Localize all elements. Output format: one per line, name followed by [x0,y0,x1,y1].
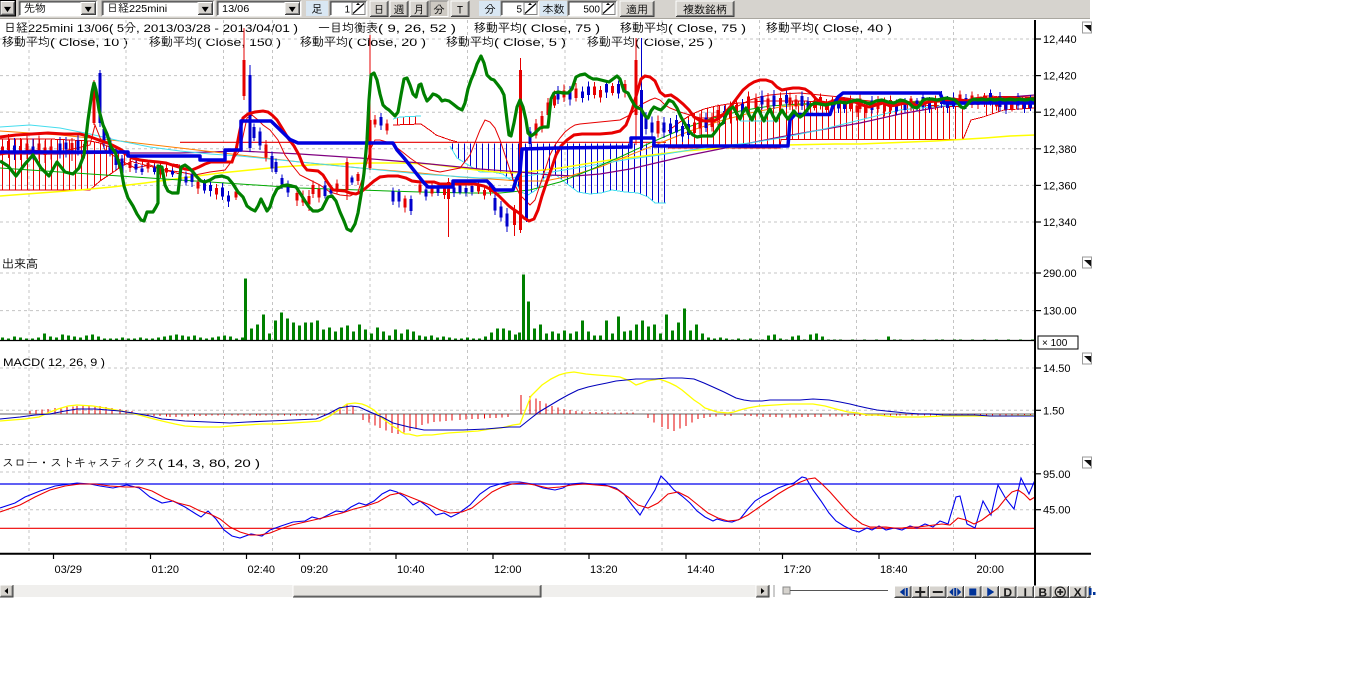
svg-text:( Close, 5 ): ( Close, 5 ) [494,37,566,49]
svg-text:02:40: 02:40 [248,564,276,576]
svg-text:290.00: 290.00 [1043,268,1077,280]
svg-text:95.00: 95.00 [1043,469,1071,481]
svg-text:03/29: 03/29 [55,564,83,576]
svg-text:( Close, 25 ): ( Close, 25 ) [635,37,713,49]
svg-text:14:40: 14:40 [687,564,715,576]
svg-text:12,380: 12,380 [1043,144,1077,156]
svg-text:12,420: 12,420 [1043,71,1077,83]
svg-text:1: 1 [344,5,350,16]
svg-text:130.00: 130.00 [1043,306,1077,318]
svg-text:5: 5 [516,5,522,16]
svg-text:, 2013/03/28 - 2013/04/01 ): , 2013/03/28 - 2013/04/01 ) [136,23,298,35]
svg-text:18:40: 18:40 [880,564,908,576]
svg-text:45.00: 45.00 [1043,505,1071,517]
svg-text:1.50: 1.50 [1043,405,1064,417]
svg-text:( 14, 3, 80, 20 ): ( 14, 3, 80, 20 ) [158,458,260,470]
svg-text:MACD( 12, 26, 9 ): MACD( 12, 26, 9 ) [3,357,105,369]
svg-text:14.50: 14.50 [1043,363,1071,375]
svg-text:12,340: 12,340 [1043,217,1077,229]
svg-text:10:40: 10:40 [397,564,425,576]
svg-text:12:00: 12:00 [494,564,522,576]
svg-text:( Close, 20 ): ( Close, 20 ) [348,37,426,49]
svg-text:( Close, 10 ): ( Close, 10 ) [50,37,128,49]
svg-text:( Close, 40 ): ( Close, 40 ) [814,23,892,35]
svg-text:01:20: 01:20 [152,564,180,576]
svg-text:× 100: × 100 [1042,338,1068,349]
svg-text:20:00: 20:00 [977,564,1005,576]
svg-text:225mini: 225mini [129,4,167,15]
svg-text:13:20: 13:20 [590,564,618,576]
svg-text:( 9, 26, 52 ): ( 9, 26, 52 ) [378,23,456,35]
svg-text:500: 500 [583,5,600,16]
svg-text:12,360: 12,360 [1043,180,1077,192]
svg-text:12,400: 12,400 [1043,107,1077,119]
svg-text:225mini 13/06( 5: 225mini 13/06( 5 [28,23,124,35]
svg-text:13/06: 13/06 [222,4,250,15]
svg-text:09:20: 09:20 [301,564,329,576]
svg-text:( Close, 75 ): ( Close, 75 ) [668,23,746,35]
svg-text:12,440: 12,440 [1043,34,1077,46]
svg-text:T: T [457,5,463,17]
svg-text:( Close, 150 ): ( Close, 150 ) [197,37,281,49]
svg-text:17:20: 17:20 [784,564,812,576]
svg-text:( Close, 75 ): ( Close, 75 ) [522,23,600,35]
